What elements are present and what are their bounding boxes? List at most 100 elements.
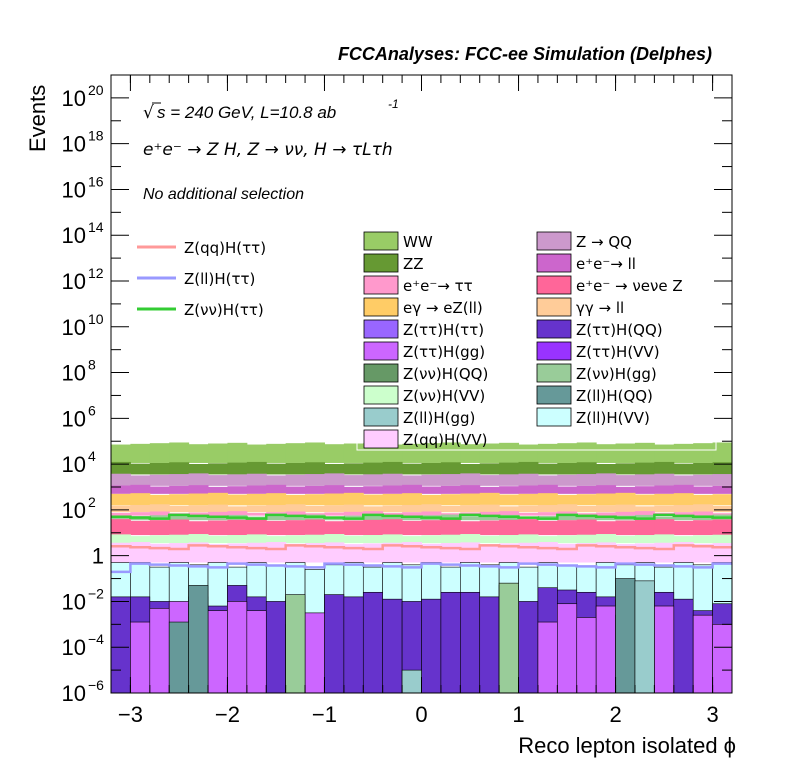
chart-title: FCCAnalyses: FCC-ee Simulation (Delphes)	[338, 44, 712, 64]
stack-bar	[343, 463, 364, 475]
stack-bar	[111, 519, 131, 536]
stack-bar	[421, 494, 442, 506]
stack-bar	[208, 544, 228, 563]
stack-bar	[285, 474, 306, 486]
signal-line	[111, 562, 732, 574]
legend-swatch	[363, 319, 399, 339]
stack-bar	[634, 462, 655, 475]
stack-bar	[615, 578, 636, 694]
stack-bar	[111, 485, 131, 494]
y-tick-exponent: −2	[88, 585, 104, 601]
stack-bar	[227, 462, 248, 475]
legend-swatch	[363, 253, 399, 273]
stack-bar	[382, 493, 403, 506]
stack-bar	[382, 473, 403, 486]
legend-swatch	[536, 275, 572, 295]
stack-bar	[557, 543, 578, 563]
stack-bar	[693, 474, 714, 486]
stack-bar	[208, 486, 228, 494]
stack-bar	[130, 512, 151, 516]
stack-bar	[634, 506, 655, 513]
stack-bar	[460, 485, 481, 494]
legend-swatch	[536, 231, 572, 251]
stack-bar	[499, 519, 520, 536]
stack-bar	[440, 442, 461, 463]
stack-bar	[576, 485, 597, 494]
legend-label: Z(ll)H(gg)	[403, 409, 475, 427]
stack-bar	[402, 484, 422, 494]
stack-bar	[324, 512, 345, 516]
stack-bar	[110, 596, 131, 694]
stack-bar	[285, 520, 306, 536]
stack-bar	[149, 504, 170, 513]
stack-bar	[654, 461, 675, 475]
stack-bar	[305, 442, 325, 463]
stack-bar	[673, 536, 694, 544]
energy-annotation: s = 240 GeV, L=10.8 ab	[157, 103, 336, 122]
stack-bar	[518, 505, 539, 513]
stack-bar	[712, 534, 733, 544]
stack-bar	[188, 585, 209, 694]
stack-bar	[246, 505, 267, 513]
stack-bar	[479, 475, 500, 486]
stack-bar	[169, 442, 190, 463]
stack-bar	[402, 463, 422, 475]
stack-bar	[692, 614, 713, 694]
stack-bar	[130, 463, 151, 475]
stack-bar	[382, 598, 403, 694]
stack-bar	[499, 442, 520, 463]
legend-label: Z(ττ)H(gg)	[403, 343, 485, 361]
stack-bar	[188, 512, 209, 516]
stack-bar	[460, 521, 481, 536]
stack-bar	[149, 474, 170, 486]
stack-bar	[362, 591, 383, 694]
legend-label: Z(νν)H(ττ)	[184, 301, 264, 319]
stack-bar	[693, 511, 714, 516]
stack-bar	[111, 534, 131, 544]
stack-bar	[246, 610, 267, 694]
stack-bar	[265, 601, 286, 694]
y-tick-label: 1	[92, 544, 104, 569]
stack-bar	[208, 463, 228, 475]
y-tick-exponent: 14	[88, 219, 104, 235]
stack-bar	[479, 443, 500, 463]
x-tick-label: −1	[312, 702, 337, 727]
stack-bar	[576, 494, 597, 506]
stack-bar	[518, 461, 539, 475]
stack-bar	[305, 505, 325, 513]
stack-bar	[537, 504, 558, 513]
stack-bar	[169, 534, 190, 544]
stack-bar	[712, 474, 733, 486]
stack-bar	[576, 617, 597, 694]
stack-bar	[402, 515, 422, 521]
stack-bar	[188, 505, 209, 513]
stack-bar	[169, 543, 190, 563]
legend-label: Z(ττ)H(ττ)	[403, 321, 484, 339]
x-tick-label: 2	[609, 702, 621, 727]
stack-bar	[343, 492, 364, 506]
y-tick-exponent: 6	[88, 402, 96, 418]
y-tick-label: 10	[62, 498, 86, 523]
stack-bar	[634, 535, 655, 544]
stack-bar	[537, 484, 558, 494]
stack-bar	[654, 516, 675, 521]
stack-bar	[576, 519, 597, 536]
stack-bar	[537, 493, 558, 506]
stack-bar	[712, 494, 733, 506]
stack-bar	[557, 443, 578, 463]
stack-bar	[421, 486, 442, 494]
stack-bar	[266, 484, 287, 494]
stack-bar	[305, 513, 325, 516]
stack-bar	[518, 473, 539, 486]
stack-bar	[615, 475, 636, 486]
stack-bar	[673, 520, 694, 536]
legend-swatch	[363, 363, 399, 383]
stack-bar	[343, 504, 364, 513]
stack-bar	[537, 520, 558, 536]
stack-bar	[363, 514, 384, 521]
stack-bar	[130, 475, 151, 486]
stack-bar	[421, 598, 442, 694]
stack-bar	[596, 485, 617, 494]
stack-bar	[479, 486, 500, 494]
